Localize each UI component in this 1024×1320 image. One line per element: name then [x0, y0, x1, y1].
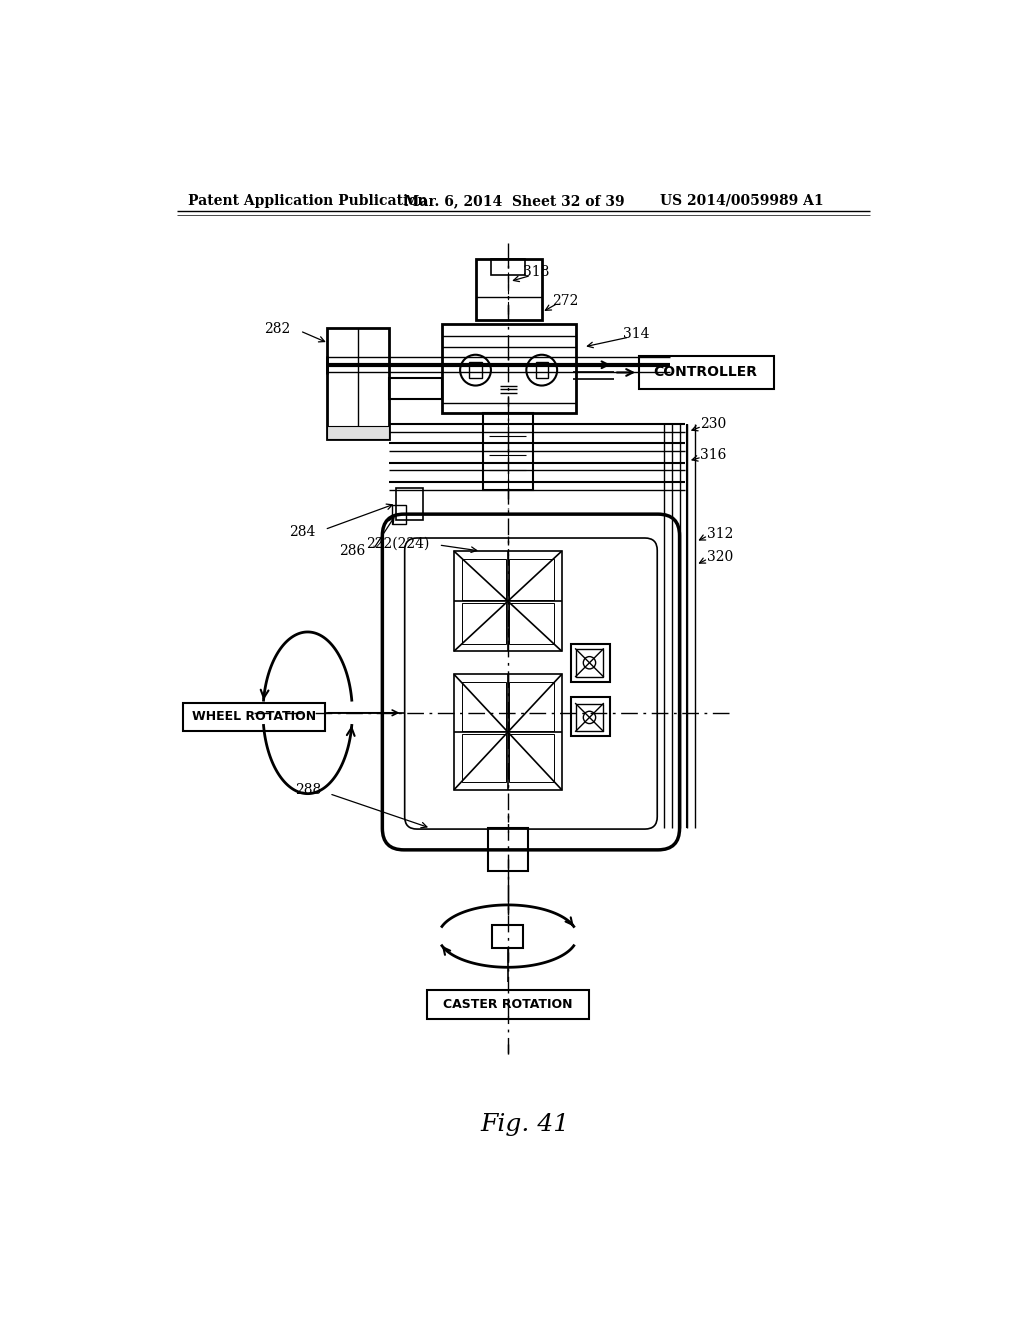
- Bar: [396, 488, 423, 520]
- Bar: [183, 702, 326, 730]
- Bar: [509, 682, 554, 730]
- Bar: [571, 697, 609, 737]
- Text: 286: 286: [339, 544, 366, 558]
- Bar: [327, 426, 388, 440]
- Bar: [462, 558, 506, 599]
- Text: 282: 282: [264, 322, 291, 337]
- Text: 222(224): 222(224): [366, 536, 429, 550]
- Bar: [442, 323, 577, 412]
- Bar: [475, 259, 542, 321]
- Bar: [454, 552, 562, 651]
- Text: 314: 314: [624, 327, 650, 341]
- Bar: [469, 363, 481, 378]
- Text: Patent Application Publication: Patent Application Publication: [188, 194, 428, 207]
- Text: 230: 230: [700, 417, 727, 432]
- Bar: [490, 259, 525, 276]
- Bar: [487, 829, 528, 871]
- Bar: [639, 355, 773, 389]
- Text: 288: 288: [295, 783, 322, 797]
- Bar: [454, 675, 562, 789]
- Text: Mar. 6, 2014  Sheet 32 of 39: Mar. 6, 2014 Sheet 32 of 39: [403, 194, 625, 207]
- Text: US 2014/0059989 A1: US 2014/0059989 A1: [660, 194, 824, 207]
- Text: CONTROLLER: CONTROLLER: [653, 366, 758, 379]
- Text: Fig. 41: Fig. 41: [480, 1113, 569, 1137]
- Text: 316: 316: [700, 447, 727, 462]
- Text: 284: 284: [289, 525, 315, 539]
- Text: CASTER ROTATION: CASTER ROTATION: [443, 998, 572, 1011]
- Bar: [462, 603, 506, 644]
- Bar: [462, 734, 506, 781]
- Bar: [483, 412, 532, 490]
- Text: WHEEL ROTATION: WHEEL ROTATION: [191, 710, 315, 723]
- Bar: [509, 734, 554, 781]
- Bar: [388, 378, 442, 400]
- Bar: [575, 704, 603, 731]
- Bar: [509, 603, 554, 644]
- Bar: [575, 649, 603, 677]
- Bar: [327, 327, 388, 440]
- Bar: [509, 558, 554, 599]
- Bar: [536, 363, 548, 378]
- Bar: [493, 924, 523, 948]
- Text: 312: 312: [707, 527, 733, 541]
- Bar: [571, 644, 609, 682]
- Text: 320: 320: [707, 550, 733, 564]
- Bar: [392, 506, 407, 524]
- Bar: [427, 990, 589, 1019]
- Text: 272: 272: [553, 294, 579, 308]
- Bar: [462, 682, 506, 730]
- Text: 318: 318: [523, 265, 550, 280]
